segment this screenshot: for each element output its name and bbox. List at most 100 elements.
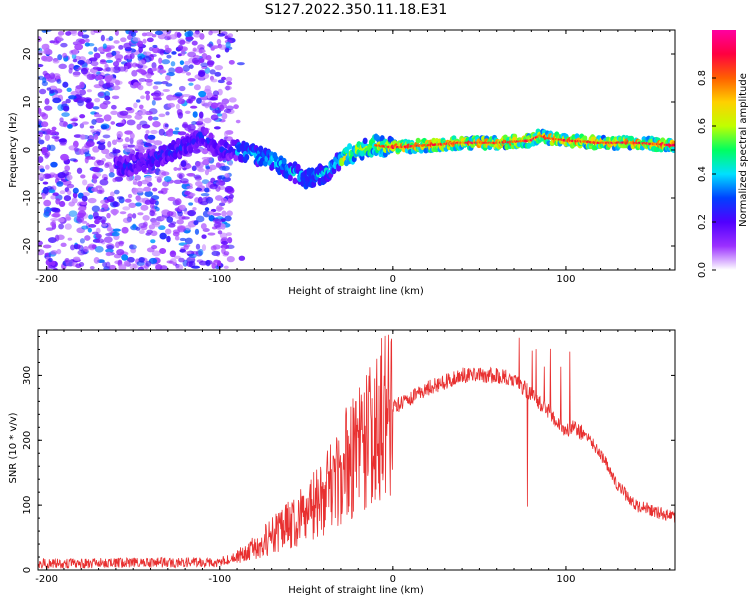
spectrogram-noise-cell bbox=[169, 250, 177, 258]
spectrogram-noise-cell bbox=[200, 201, 209, 206]
spectrogram-noise-cell bbox=[105, 152, 114, 160]
spectrogram-noise-cell bbox=[86, 89, 93, 93]
spectrogram-noise-cell bbox=[132, 223, 137, 229]
spectrogram-ylabel: Frequency (Hz) bbox=[8, 112, 19, 188]
spectrogram-noise-cell bbox=[188, 253, 197, 259]
spectrogram-noise-cell bbox=[144, 133, 149, 140]
spectrogram-noise-cell bbox=[112, 228, 121, 232]
spectrogram-noise-cell bbox=[84, 156, 89, 164]
spectrogram-noise-cell bbox=[92, 178, 98, 184]
spectrogram-noise-cell bbox=[52, 97, 62, 104]
spectrogram-noise-cell bbox=[125, 106, 133, 111]
spectrogram-noise-cell bbox=[195, 215, 205, 223]
spectrogram-noise-cell bbox=[146, 37, 154, 43]
spectrogram-noise-cell bbox=[94, 98, 101, 103]
spectrogram-noise-cell bbox=[42, 244, 52, 249]
spectrogram-noise-cell bbox=[46, 87, 52, 91]
spectrogram-noise-cell bbox=[117, 66, 127, 72]
spectrogram-noise-cell bbox=[87, 101, 95, 107]
spectrogram-noise-cell bbox=[69, 158, 77, 162]
spectrogram-noise-cell bbox=[233, 104, 239, 110]
spectrogram-noise-cell bbox=[179, 39, 186, 45]
spectrogram-noise-cell bbox=[184, 250, 193, 254]
spectrogram-noise-cell bbox=[112, 61, 120, 67]
spectrogram-ytick-label: -20 bbox=[22, 238, 33, 254]
spectrogram-noise-cell bbox=[95, 233, 102, 239]
spectrogram-noise-cell bbox=[131, 70, 138, 77]
spectrogram-noise-cell bbox=[188, 82, 194, 86]
spectrogram-noise-cell bbox=[56, 248, 62, 255]
spectrogram-noise-cell bbox=[66, 87, 72, 92]
spectrogram-noise-cell bbox=[118, 44, 124, 50]
spectrogram-noise-cell bbox=[97, 143, 106, 151]
spectrogram-noise-cell bbox=[224, 173, 230, 178]
spectrogram-noise-cell bbox=[41, 192, 46, 200]
spectrogram-noise-cell bbox=[152, 85, 159, 90]
spectrogram-noise-cell bbox=[122, 217, 132, 224]
spectrogram-noise-cell bbox=[103, 114, 112, 122]
spectrogram-noise-cell bbox=[188, 64, 194, 69]
spectrogram-noise-cell bbox=[180, 178, 189, 184]
spectrogram-noise-cell bbox=[198, 248, 204, 256]
spectrogram-noise-cell bbox=[111, 231, 120, 237]
spectrogram-ridge-cell bbox=[287, 174, 293, 182]
spectrogram-noise-cell bbox=[201, 244, 207, 252]
colorbar-tick-label: 0.8 bbox=[697, 70, 708, 86]
spectrogram-noise-cell bbox=[218, 202, 226, 207]
spectrogram-noise-cell bbox=[211, 262, 216, 269]
spectrogram-noise-cell bbox=[118, 241, 124, 247]
spectrogram-noise-cell bbox=[238, 255, 246, 261]
spectrogram-ridge-cell bbox=[258, 145, 264, 153]
spectrogram-noise-cell bbox=[50, 195, 56, 200]
spectrogram-noise-cell bbox=[178, 85, 186, 92]
spectrogram-noise-cell bbox=[193, 84, 201, 91]
spectrogram-noise-cell bbox=[65, 31, 72, 36]
spectrogram-noise-cell bbox=[76, 167, 83, 174]
spectrogram-noise-cell bbox=[85, 140, 95, 147]
spectrogram-noise-cell bbox=[61, 170, 70, 177]
spectrogram-noise-cell bbox=[79, 134, 86, 140]
spectrogram-noise-cell bbox=[192, 111, 198, 118]
spectrogram-noise-cell bbox=[159, 69, 165, 74]
spectrogram-ytick-label: 0 bbox=[22, 147, 33, 153]
spectrogram-ridge-cell bbox=[347, 143, 353, 150]
spectrogram-noise-cell bbox=[176, 167, 182, 171]
spectrogram-noise-cell bbox=[138, 229, 145, 234]
spectrogram-noise-cell bbox=[192, 206, 197, 211]
spectrogram-ridge-cell bbox=[362, 137, 368, 145]
spectrogram-noise-cell bbox=[127, 144, 136, 148]
spectrogram-noise-cell bbox=[184, 60, 191, 66]
spectrogram-noise-cell bbox=[183, 245, 189, 250]
spectrogram-noise-cell bbox=[145, 93, 150, 101]
spectrogram-noise-cell bbox=[65, 98, 71, 104]
spectrogram-noise-cell bbox=[42, 77, 47, 84]
spectrogram-noise-cell bbox=[116, 122, 125, 127]
spectrogram-noise-cell bbox=[140, 204, 149, 211]
spectrogram-noise-cell bbox=[198, 49, 203, 54]
spectrogram-noise-cell bbox=[166, 235, 171, 243]
spectrogram-noise-cell bbox=[99, 102, 108, 110]
spectrogram-noise-cell bbox=[88, 224, 97, 228]
snr-xtick-label: -200 bbox=[35, 574, 58, 585]
spectrogram-noise-cell bbox=[154, 30, 163, 35]
spectrogram-noise-cell bbox=[41, 55, 48, 62]
spectrogram-noise-cell bbox=[224, 185, 234, 193]
spectrogram-noise-cell bbox=[78, 262, 85, 267]
spectrogram-noise-cell bbox=[123, 260, 130, 267]
spectrogram-noise-cell bbox=[205, 166, 211, 170]
spectrogram-noise-cell bbox=[204, 102, 210, 109]
spectrogram-noise-cell bbox=[203, 117, 212, 124]
spectrogram-noise-cell bbox=[73, 147, 79, 152]
spectrogram-noise-cell bbox=[56, 234, 65, 241]
spectrogram-noise-cell bbox=[105, 251, 112, 257]
spectrogram-noise-cell bbox=[59, 200, 66, 208]
spectrogram-noise-cell bbox=[188, 260, 196, 268]
spectrogram-noise-cell bbox=[176, 172, 185, 179]
spectrogram-noise-cell bbox=[225, 41, 231, 49]
spectrogram-noise-cell bbox=[224, 47, 230, 53]
spectrogram-noise-cell bbox=[48, 257, 53, 263]
spectrogram-noise-cell bbox=[38, 240, 43, 246]
spectrogram-noise-cell bbox=[192, 31, 202, 38]
spectrogram-noise-cell bbox=[138, 69, 147, 74]
spectrogram-noise-cell bbox=[82, 30, 88, 33]
